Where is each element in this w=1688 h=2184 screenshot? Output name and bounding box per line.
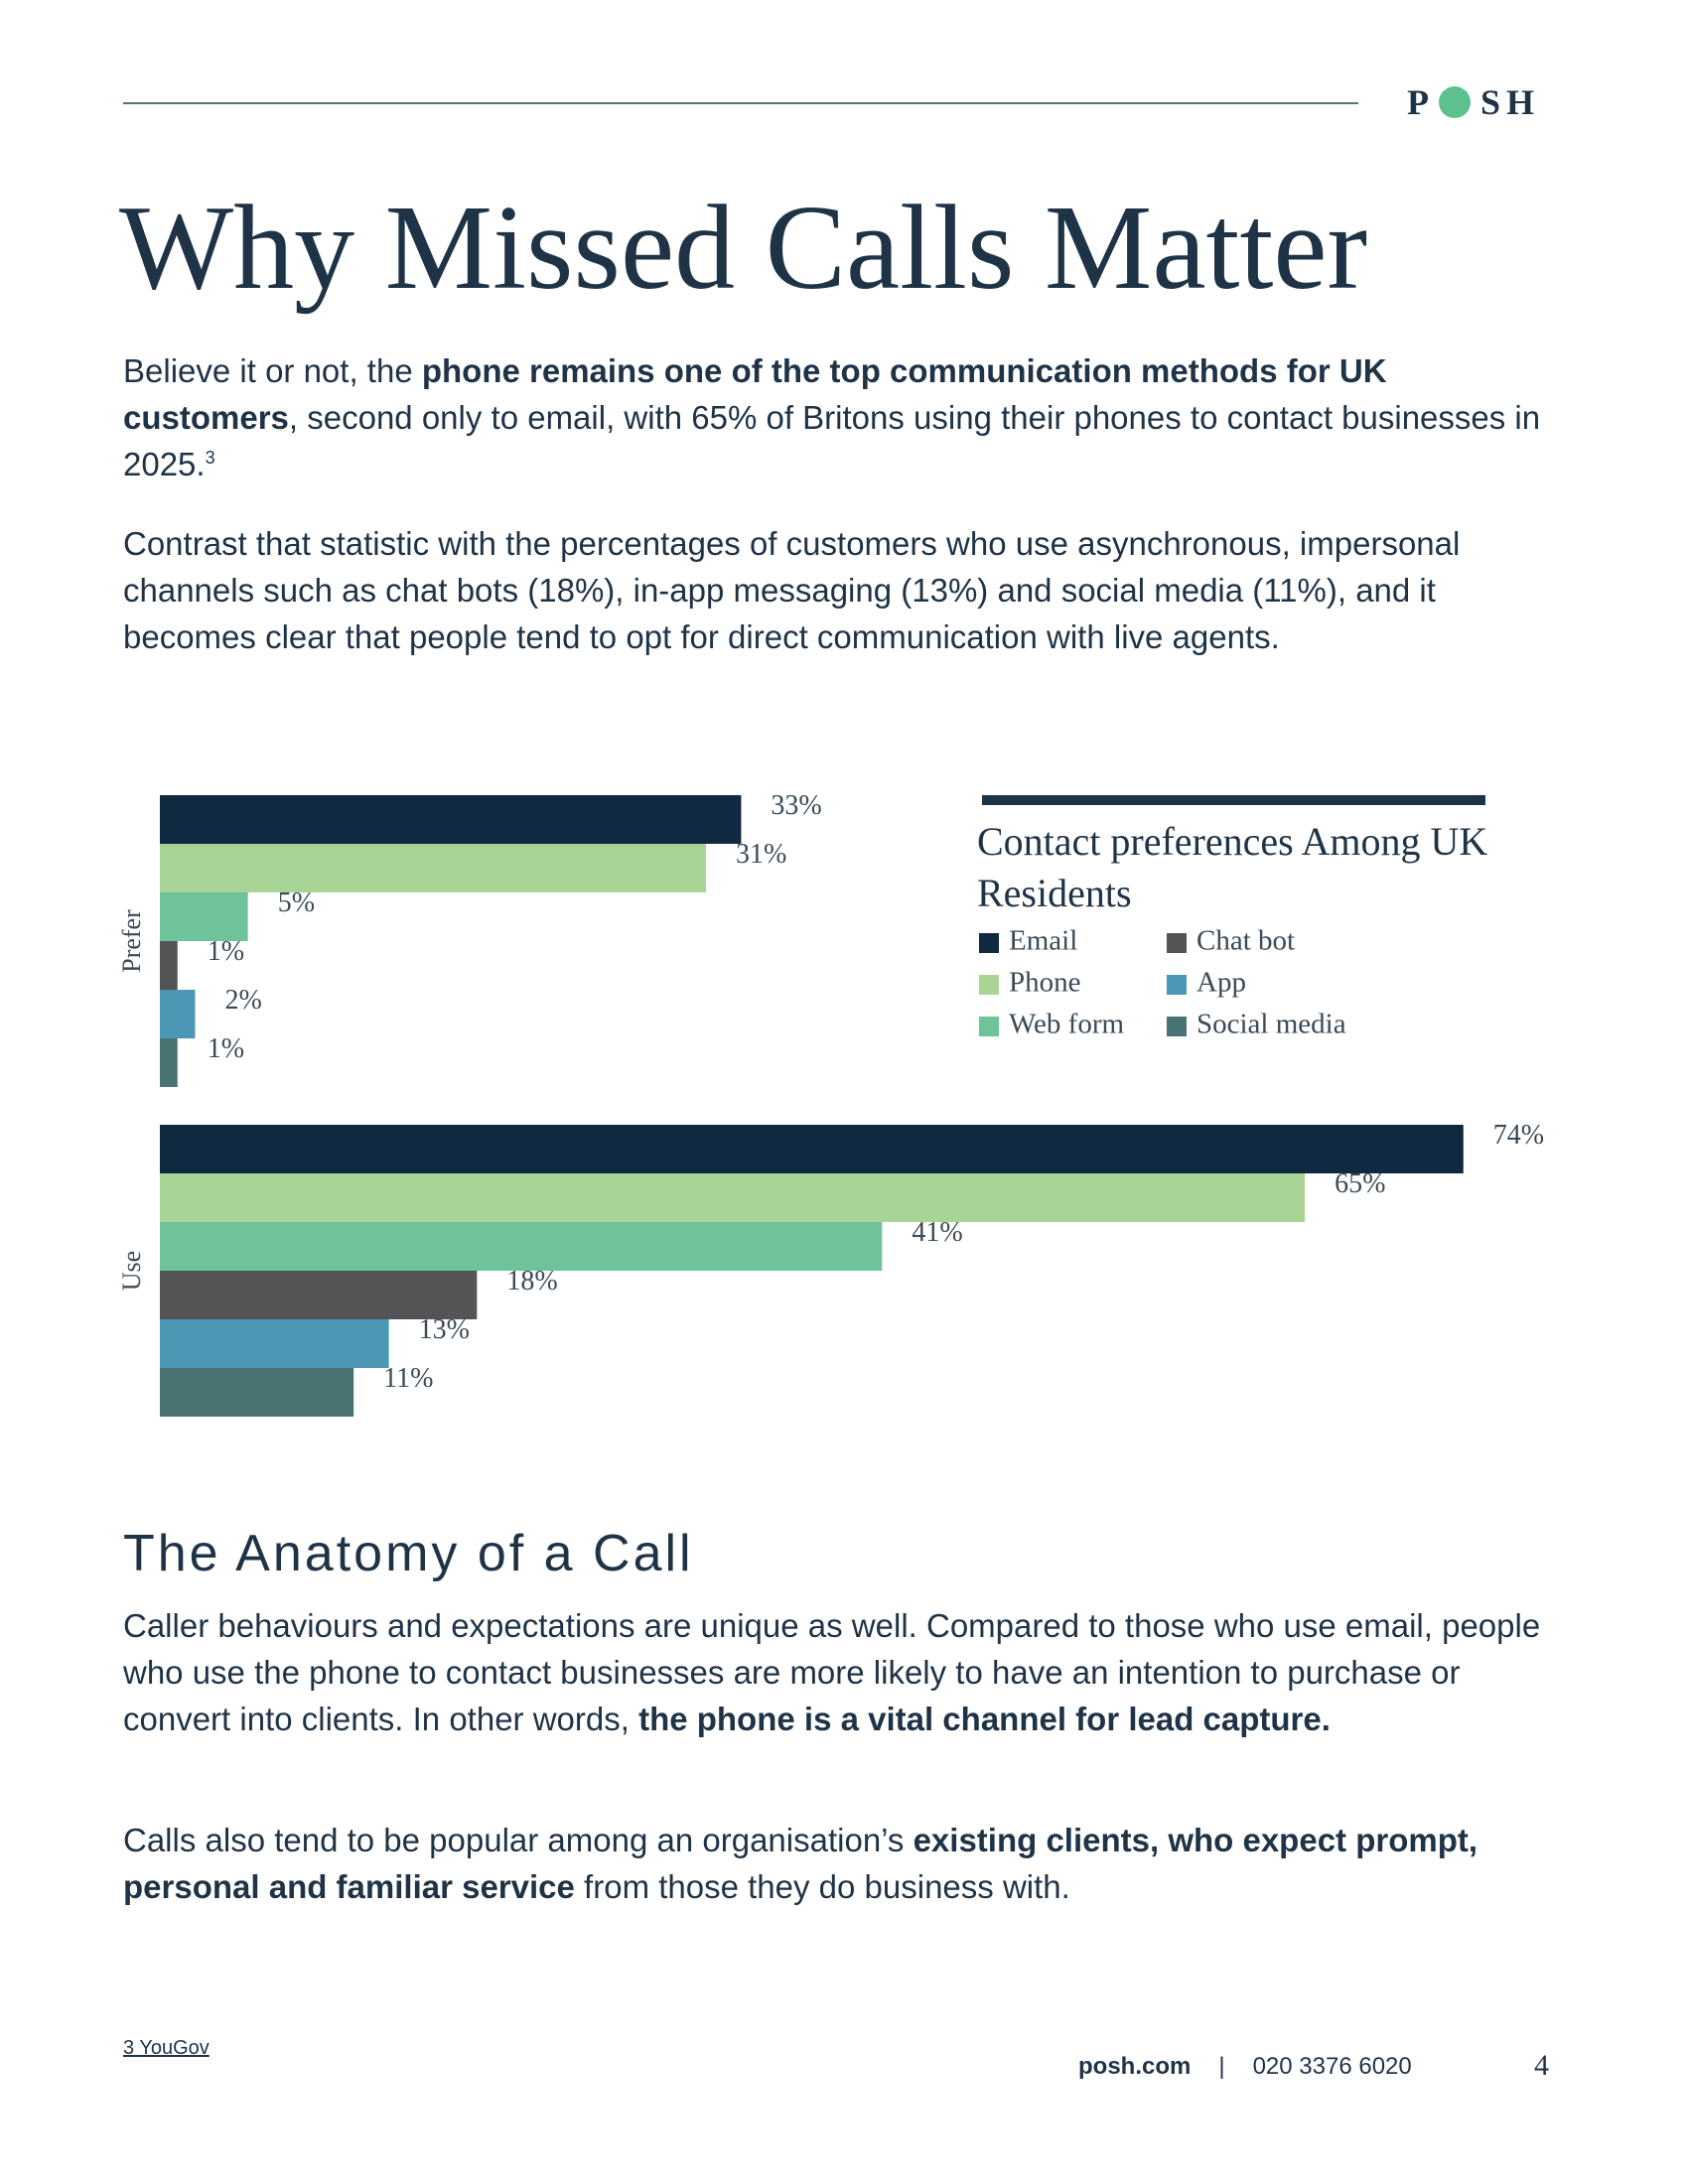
bar — [160, 844, 706, 892]
value-label: 74% — [1493, 1120, 1544, 1151]
header-rule — [123, 102, 1358, 104]
legend-swatch — [979, 1017, 999, 1036]
bar — [160, 941, 178, 990]
page-number: 4 — [1534, 2049, 1549, 2082]
logo-dot — [1439, 86, 1471, 118]
paragraph: Caller behaviours and expectations are u… — [123, 1602, 1553, 1742]
legend-label: App — [1196, 967, 1246, 999]
bar — [160, 892, 248, 941]
bar — [160, 1368, 354, 1417]
chart: Prefer 33% 31% 5% 1% 2% 1% Use 74% 65% 41% 18% 13% 11… — [117, 790, 1544, 1417]
legend-title: Contact preferences Among UK Residents — [977, 819, 1488, 915]
value-label: 1% — [208, 936, 244, 967]
legend-label: Email — [1009, 925, 1077, 957]
bar — [160, 1271, 478, 1319]
text-run: Contrast that statistic with the percent… — [123, 525, 1461, 655]
text-run: Believe it or not, the — [123, 352, 422, 389]
value-label: 11% — [383, 1363, 433, 1394]
section-heading: The Anatomy of a Call — [123, 1525, 694, 1582]
value-label: 41% — [912, 1217, 962, 1248]
paragraph: Believe it or not, the phone remains one… — [123, 347, 1553, 487]
value-label: 31% — [736, 839, 786, 870]
bar — [160, 1125, 1464, 1173]
page-title: Why Missed Calls Matter — [119, 181, 1368, 315]
text-run: the phone is a vital channel for lead ca… — [638, 1701, 1331, 1737]
legend-rule — [982, 795, 1485, 805]
bar — [160, 1222, 883, 1271]
legend-label: Phone — [1009, 967, 1081, 999]
legend-title-box: Contact preferences Among UK Residents — [977, 819, 1488, 915]
text-run: from those they do business with. — [574, 1868, 1070, 1905]
group-label: Prefer — [117, 909, 146, 973]
separator: | — [1218, 2053, 1225, 2080]
paragraph: Calls also tend to be popular among an o… — [123, 1817, 1553, 1910]
bar — [160, 990, 196, 1038]
legend-label: Chat bot — [1196, 925, 1295, 957]
value-label: 33% — [771, 790, 821, 821]
legend-label: Web form — [1009, 1009, 1124, 1040]
group-label: Use — [117, 1251, 146, 1291]
legend-swatch — [979, 933, 999, 953]
website: posh.com — [1078, 2053, 1192, 2080]
value-label: 1% — [208, 1033, 244, 1064]
footnote: 3 YouGov — [123, 2037, 210, 2059]
text-run: 3 — [205, 448, 215, 468]
bar — [160, 1173, 1306, 1222]
bar — [160, 795, 742, 844]
value-label: 5% — [278, 887, 315, 918]
legend-swatch — [979, 975, 999, 995]
phone: 020 3376 6020 — [1252, 2053, 1412, 2080]
legend-label: Social media — [1196, 1009, 1346, 1040]
bar — [160, 1038, 178, 1087]
value-label: 18% — [506, 1266, 557, 1297]
value-label: 2% — [224, 985, 261, 1016]
text-run: Caller behaviours and expectations are u… — [123, 1607, 1541, 1737]
legend-swatch — [1167, 975, 1187, 995]
value-label: 13% — [419, 1314, 470, 1345]
logo-text: SH — [1480, 82, 1541, 122]
legend-swatch — [1167, 933, 1187, 953]
logo-text: P — [1407, 82, 1435, 122]
text-run: , second only to email, with 65% of Brit… — [123, 399, 1541, 482]
value-label: 65% — [1335, 1168, 1385, 1199]
text-run: Calls also tend to be popular among an o… — [123, 1822, 914, 1858]
bar — [160, 1319, 389, 1368]
legend-swatch — [1167, 1017, 1187, 1036]
text-run: phone remains one of the top communicati… — [123, 352, 1387, 436]
footer-contact: posh.com | 020 3376 6020 — [1078, 2053, 1412, 2081]
text-run: existing clients, who expect prompt, per… — [123, 1822, 1478, 1905]
logo: P SH — [1407, 81, 1540, 123]
paragraph: Contrast that statistic with the percent… — [123, 520, 1553, 660]
